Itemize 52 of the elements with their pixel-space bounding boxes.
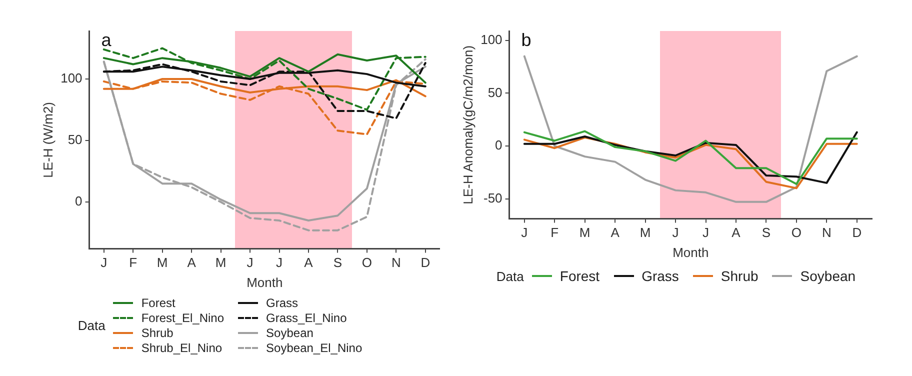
x-tick-label: A [187, 255, 196, 270]
legend-label: Shrub [720, 268, 758, 284]
x-tick-label: A [732, 225, 741, 240]
chart-title: a [101, 30, 112, 50]
y-axis-title: LE-H Anomaly(gC/m2/mon) [460, 45, 476, 204]
x-tick-label: S [762, 225, 771, 240]
x-tick-label: D [852, 225, 862, 240]
x-tick-label: N [822, 225, 832, 240]
legend-label: Grass [266, 296, 298, 310]
y-tick-label: 100 [60, 70, 82, 86]
x-tick-label: O [362, 255, 372, 270]
x-tick-label: M [579, 225, 590, 240]
x-tick-label: M [215, 255, 226, 270]
legend-title: Data [496, 268, 524, 284]
x-tick-label: D [420, 255, 430, 270]
chart-title: b [521, 30, 532, 50]
y-tick-label: 100 [480, 32, 502, 48]
y-tick-label: 50 [68, 132, 82, 148]
x-axis-title: Month [246, 274, 283, 290]
legend-label: Grass [642, 268, 679, 284]
x-tick-label: F [129, 255, 138, 270]
x-tick-label: O [791, 225, 802, 240]
x-tick-label: M [156, 255, 168, 270]
legend-label: Forest [141, 296, 176, 310]
legend-label: Soybean [800, 268, 856, 284]
x-tick-label: M [640, 225, 651, 240]
legend-label: Grass_El_Nino [266, 311, 347, 325]
legend-label: Forest [560, 268, 600, 284]
y-axis-title: LE-H (W/m2) [40, 102, 56, 178]
x-tick-label: A [304, 255, 314, 270]
legend-label: Forest_El_Nino [141, 311, 224, 325]
legend-label: Shrub [141, 326, 174, 340]
legend-label: Soybean [266, 326, 314, 340]
x-tick-label: J [702, 225, 710, 240]
y-tick-label: 0 [75, 194, 82, 209]
x-tick-label: F [550, 225, 559, 240]
x-tick-label: S [333, 255, 342, 270]
legend-label: Shrub_El_Nino [141, 341, 222, 355]
legend-title: Data [78, 318, 106, 333]
x-tick-label: J [276, 255, 283, 270]
x-axis-title: Month [672, 244, 709, 260]
line-series [102, 47, 426, 111]
x-tick-label: A [610, 225, 620, 240]
x-tick-label: J [246, 255, 254, 270]
y-tick-label: -50 [483, 190, 502, 206]
x-tick-label: J [672, 225, 679, 240]
x-tick-label: J [521, 225, 528, 240]
y-tick-label: 0 [495, 138, 502, 153]
y-tick-label: 50 [488, 84, 502, 100]
legend-label: Soybean_El_Nino [266, 341, 362, 355]
x-tick-label: J [100, 255, 108, 270]
x-tick-label: N [391, 255, 401, 270]
